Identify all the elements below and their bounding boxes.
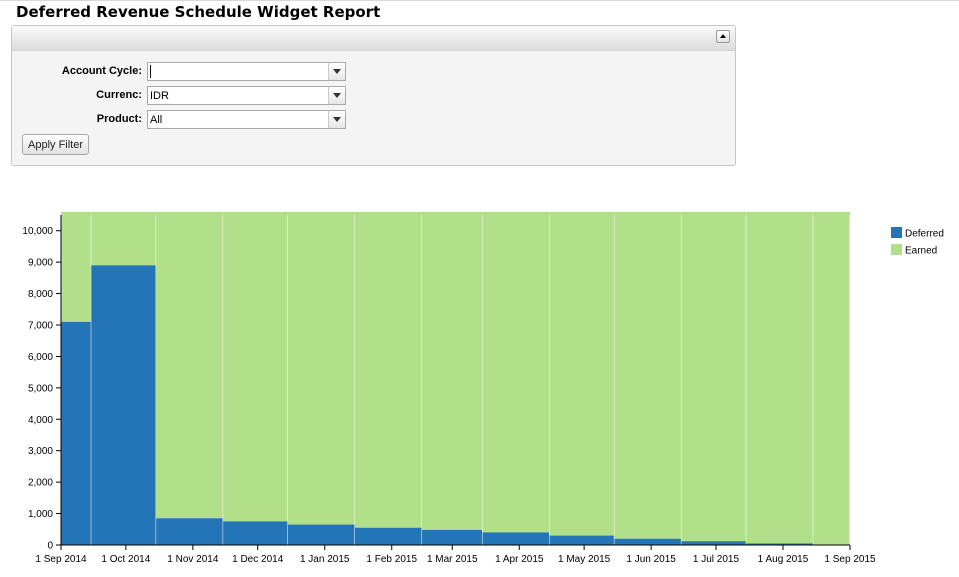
page-title: Deferred Revenue Schedule Widget Report xyxy=(16,3,381,21)
y-tick-label: 0 xyxy=(47,541,53,552)
deferred-bar xyxy=(421,529,483,545)
y-tick-label: 6,000 xyxy=(28,352,53,363)
x-tick-label: 1 Jun 2015 xyxy=(626,554,676,565)
top-divider xyxy=(0,0,959,1)
x-tick-label: 1 Oct 2014 xyxy=(101,554,150,565)
deferred-bar xyxy=(156,518,224,545)
x-tick-label: 1 May 2015 xyxy=(558,554,611,565)
deferred-bar xyxy=(223,521,288,545)
product-select[interactable]: All xyxy=(147,110,346,129)
product-value: All xyxy=(150,114,163,126)
x-tick-label: 1 Dec 2014 xyxy=(232,554,284,565)
y-tick-label: 3,000 xyxy=(28,446,53,457)
deferred-bar xyxy=(746,543,814,545)
y-tick-label: 4,000 xyxy=(28,415,53,426)
legend-swatch-earned xyxy=(891,244,902,255)
earned-bar xyxy=(746,211,814,544)
currency-label: Currenc: xyxy=(96,89,142,101)
x-tick-label: 1 Aug 2015 xyxy=(758,554,809,565)
earned-bar xyxy=(61,211,92,322)
x-tick-label: 1 Sep 2014 xyxy=(35,554,87,565)
deferred-bar xyxy=(61,321,92,545)
account-cycle-select[interactable] xyxy=(147,62,346,81)
earned-bar xyxy=(354,211,422,528)
deferred-bar xyxy=(614,538,682,545)
deferred-bar xyxy=(91,265,157,545)
currency-select[interactable]: IDR xyxy=(147,86,346,105)
text-cursor xyxy=(150,65,151,78)
y-tick-label: 9,000 xyxy=(28,258,53,269)
earned-bar xyxy=(681,211,747,542)
earned-bar xyxy=(482,211,550,533)
x-tick-label: 1 Feb 2015 xyxy=(366,554,417,565)
earned-bar xyxy=(813,211,850,545)
deferred-bar xyxy=(681,541,747,545)
chevron-down-icon[interactable] xyxy=(328,87,345,104)
x-tick-label: 1 Jul 2015 xyxy=(693,554,740,565)
y-tick-label: 7,000 xyxy=(28,321,53,332)
deferred-bar xyxy=(287,524,355,545)
currency-value: IDR xyxy=(150,90,169,102)
legend-label-deferred: Deferred xyxy=(905,229,944,240)
apply-filter-button[interactable]: Apply Filter xyxy=(22,134,90,155)
chevron-down-icon[interactable] xyxy=(328,63,345,80)
y-tick-label: 8,000 xyxy=(28,289,53,300)
y-tick-label: 10,000 xyxy=(22,226,53,237)
y-tick-label: 5,000 xyxy=(28,383,53,394)
legend-label-earned: Earned xyxy=(905,246,937,257)
earned-bar xyxy=(614,211,682,539)
earned-bar xyxy=(421,211,483,530)
x-tick-label: 1 Sep 2015 xyxy=(824,554,876,565)
y-tick-label: 2,000 xyxy=(28,478,53,489)
earned-bar xyxy=(223,211,288,522)
x-tick-label: 1 Mar 2015 xyxy=(427,554,478,565)
x-tick-label: 1 Jan 2015 xyxy=(300,554,350,565)
deferred-bar xyxy=(549,535,615,545)
account-cycle-label: Account Cycle: xyxy=(61,65,142,77)
y-tick-label: 1,000 xyxy=(28,509,53,520)
earned-bar xyxy=(549,211,615,536)
collapse-icon[interactable] xyxy=(716,30,730,43)
chevron-down-icon[interactable] xyxy=(328,111,345,128)
legend-swatch-deferred xyxy=(891,227,902,238)
x-tick-label: 1 Apr 2015 xyxy=(495,554,544,565)
earned-bar xyxy=(91,211,157,266)
earned-bar xyxy=(156,211,224,519)
filter-panel: Account Cycle: Currenc: IDR Product: All… xyxy=(11,25,736,166)
deferred-bar xyxy=(354,527,422,545)
product-label: Product: xyxy=(96,113,142,125)
earned-bar xyxy=(287,211,355,525)
x-tick-label: 1 Nov 2014 xyxy=(167,554,219,565)
filter-panel-header xyxy=(12,26,735,51)
deferred-bar xyxy=(482,532,550,545)
